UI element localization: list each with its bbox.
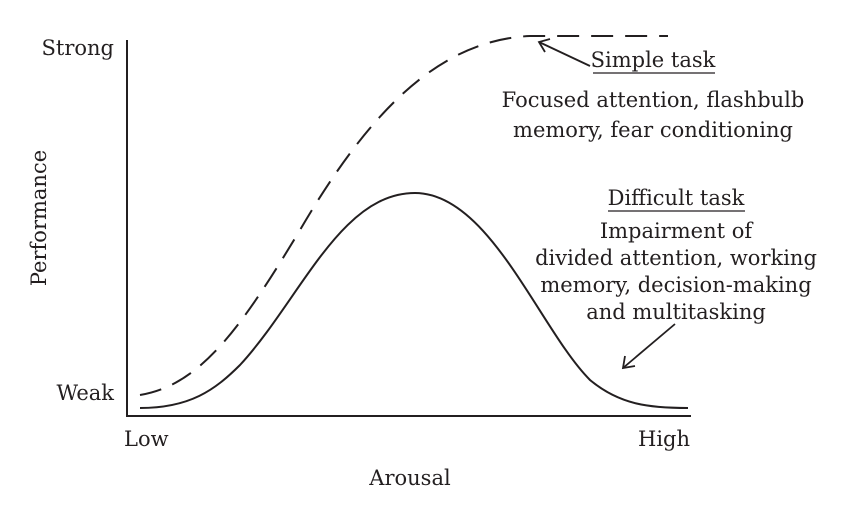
difficult-task-curve	[139, 191, 689, 409]
simple-task-desc-line: Focused attention, flashbulb	[502, 88, 805, 112]
simple-task-arrow	[537, 38, 591, 67]
x-left-label: Low	[124, 427, 169, 451]
difficult-task-arrow	[621, 323, 676, 370]
x-axis-label: Arousal	[368, 466, 451, 490]
difficult-task-desc-line: and multitasking	[586, 300, 766, 324]
simple-task-title: Simple task	[591, 48, 716, 72]
difficult-task-desc-line: memory, decision-making	[540, 273, 811, 297]
simple-task-curve	[139, 35, 668, 396]
difficult-task-desc-line: Impairment of	[600, 219, 755, 243]
y-axis-label: Performance	[27, 150, 51, 286]
y-top-label: Strong	[42, 36, 114, 60]
difficult-task-title: Difficult task	[608, 186, 745, 210]
difficult-task-desc-line: divided attention, working	[535, 246, 817, 270]
simple-task-desc-line: memory, fear conditioning	[513, 118, 793, 142]
x-right-label: High	[638, 427, 690, 451]
y-bottom-label: Weak	[56, 381, 114, 405]
